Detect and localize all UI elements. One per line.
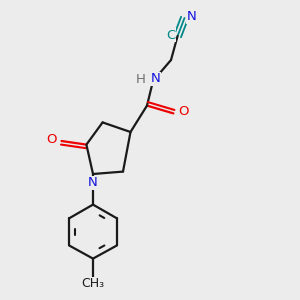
Text: O: O — [46, 133, 56, 146]
Text: N: N — [88, 176, 98, 190]
Text: C: C — [166, 28, 175, 42]
Text: H: H — [136, 73, 145, 86]
Text: N: N — [151, 72, 160, 85]
Text: CH₃: CH₃ — [81, 277, 105, 290]
Text: O: O — [178, 105, 189, 119]
Text: N: N — [187, 10, 196, 23]
